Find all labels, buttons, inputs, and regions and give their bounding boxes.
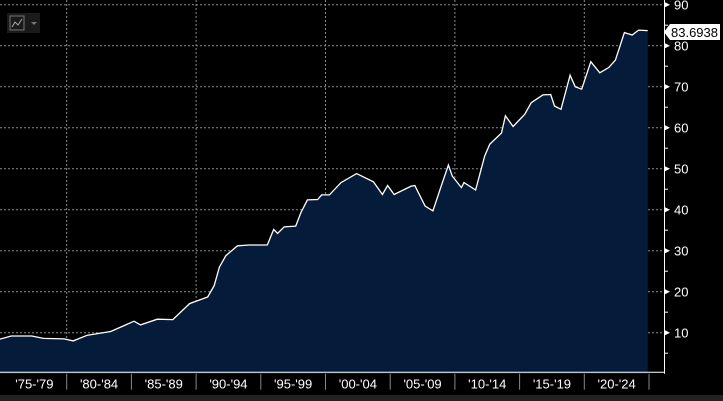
x-tick-label: '95-'99: [274, 377, 312, 392]
y-tick-mark: [664, 165, 670, 172]
x-tick-label: '75-'79: [15, 377, 53, 392]
chart-type-button[interactable]: [7, 13, 40, 33]
series-area: [0, 30, 648, 374]
line-chart-icon: [9, 15, 25, 31]
y-tick-mark: [664, 329, 670, 336]
y-tick-mark: [664, 206, 670, 213]
x-axis: '75-'79 '80-'84 '85-'89 '90-'94 '95-'99 '00-'…: [0, 371, 664, 392]
x-tick-label: '15-'19: [533, 377, 571, 392]
series-line: [0, 29, 648, 342]
last-value-label: 83.6938: [664, 24, 720, 40]
x-tick-label: '05-'09: [403, 377, 441, 392]
y-tick-label: 30: [674, 244, 688, 259]
y-tick-label: 90: [674, 0, 688, 13]
y-tick-label: 80: [674, 39, 688, 54]
y-tick-mark: [664, 247, 670, 254]
x-tick-label: '10-'14: [468, 377, 506, 392]
y-tick-label: 60: [674, 121, 688, 136]
y-axis: 10 20 30 40 50 60 70 80 90: [664, 0, 688, 374]
x-tick-label: '00-'04: [339, 377, 377, 392]
y-tick-label: 50: [674, 162, 688, 177]
y-tick-mark: [664, 83, 670, 90]
y-tick-mark: [664, 42, 670, 49]
y-tick-mark: [664, 1, 670, 8]
caret-down-icon: [31, 22, 37, 25]
x-tick-label: '85-'89: [145, 377, 183, 392]
x-tick-label: '90-'94: [209, 377, 247, 392]
y-tick-label: 70: [674, 80, 688, 95]
bottom-strip: [0, 395, 723, 401]
x-tick-label: '80-'84: [80, 377, 118, 392]
y-tick-label: 40: [674, 203, 688, 218]
y-tick-label: 10: [674, 326, 688, 341]
y-tick-label: 20: [674, 285, 688, 300]
y-tick-mark: [664, 288, 670, 295]
last-value-text: 83.6938: [671, 25, 718, 40]
x-tick-label: '20-'24: [598, 377, 636, 392]
y-tick-mark: [664, 124, 670, 131]
